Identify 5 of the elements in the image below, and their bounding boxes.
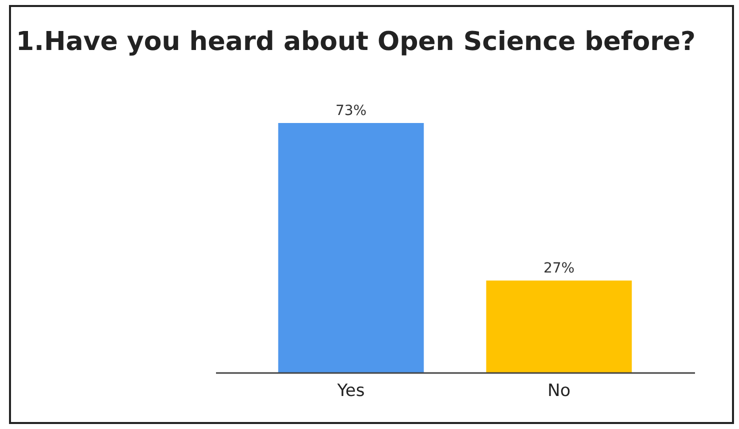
x-tick-label: Yes [336, 381, 365, 401]
data-label: 27% [543, 260, 575, 277]
data-label: 73% [335, 103, 367, 119]
chart-title: 1.Have you heard about Open Science before? [16, 27, 696, 57]
x-tick-label: No [547, 381, 571, 401]
